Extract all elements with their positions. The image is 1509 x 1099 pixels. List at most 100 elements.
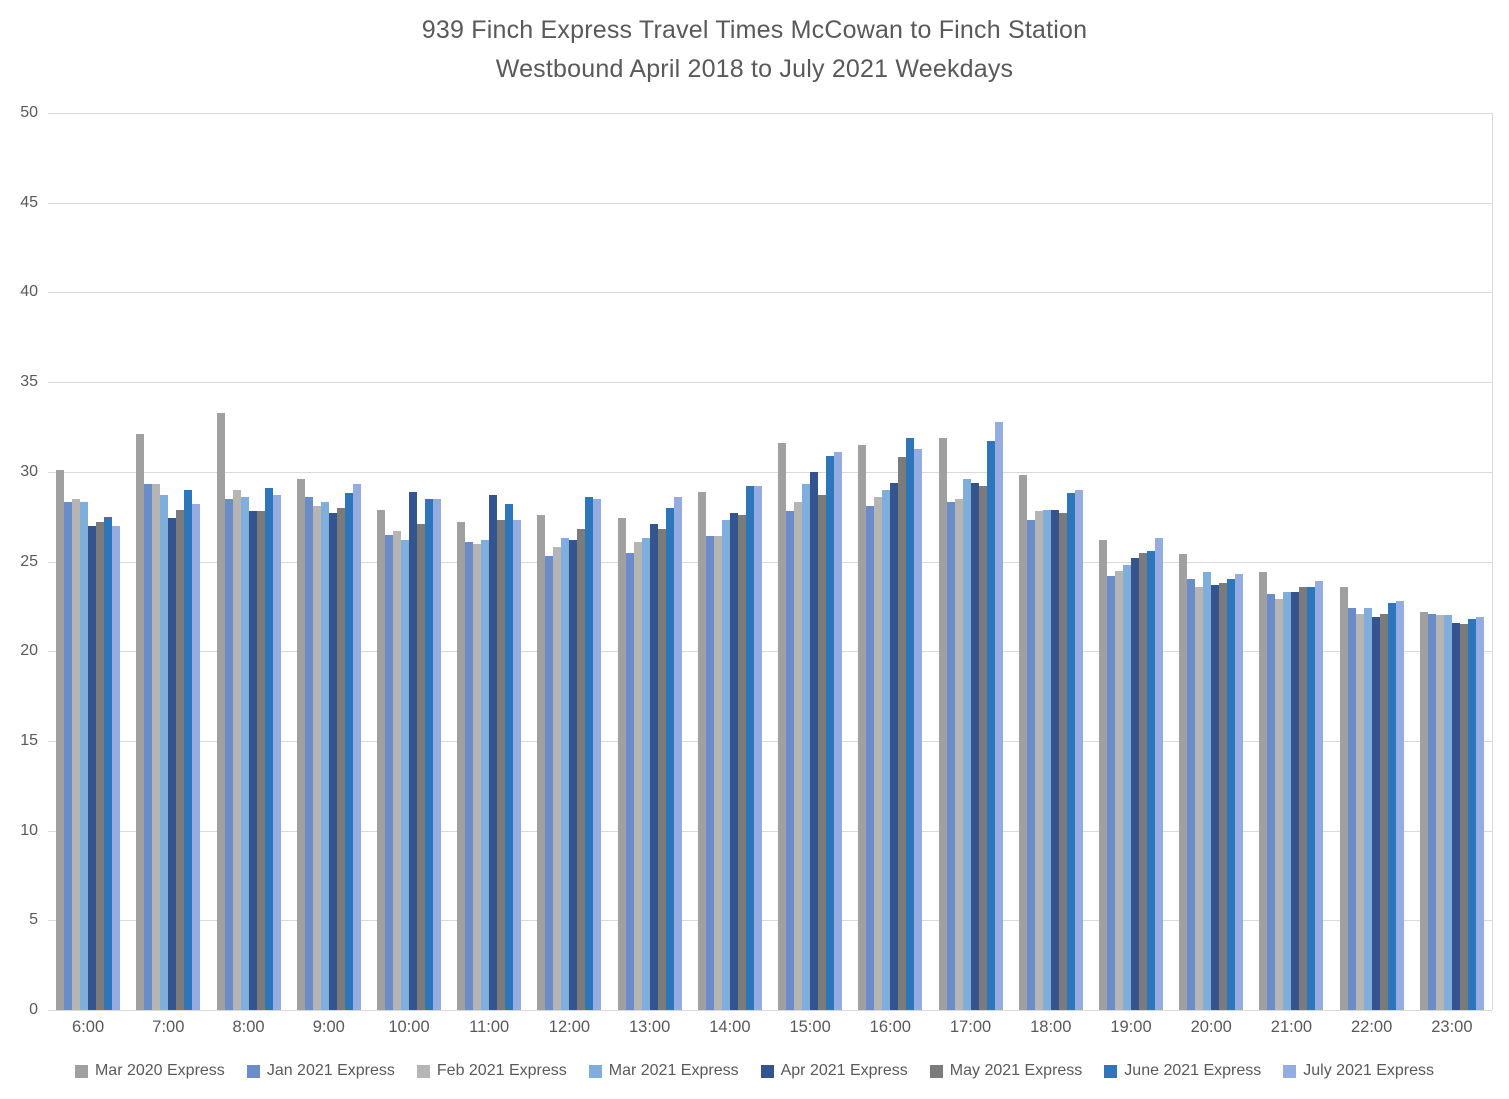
bar-feb-2021-express-13:00 [633, 541, 642, 1010]
chart-title-line-2: Westbound April 2018 to July 2021 Weekda… [495, 55, 1014, 83]
bar-feb-2021-express-8:00 [232, 489, 241, 1010]
legend-swatch-icon [588, 1064, 602, 1078]
gridline-40 [48, 292, 1492, 293]
bar-may-2021-express-10:00 [416, 523, 425, 1010]
bar-june-2021-express-19:00 [1146, 550, 1155, 1010]
bar-group-8:00 [208, 113, 288, 1010]
x-tick-label-18:00: 18:00 [1030, 1018, 1072, 1036]
bar-mar-2020-express-15:00 [778, 443, 787, 1010]
bar-may-2021-express-12:00 [577, 529, 586, 1010]
bar-july-2021-express-20:00 [1235, 574, 1244, 1010]
bar-feb-2021-express-9:00 [312, 505, 321, 1010]
bar-june-2021-express-9:00 [344, 493, 353, 1010]
x-tick-label-16:00: 16:00 [869, 1018, 911, 1036]
bar-july-2021-express-6:00 [112, 525, 121, 1010]
gridline-15 [48, 741, 1492, 742]
bar-july-2021-express-11:00 [513, 520, 522, 1010]
bar-mar-2021-express-9:00 [320, 502, 329, 1010]
bar-jan-2021-express-9:00 [304, 496, 313, 1010]
bar-july-2021-express-22:00 [1395, 601, 1404, 1010]
legend-swatch-icon [416, 1064, 430, 1078]
bar-apr-2021-express-17:00 [970, 482, 979, 1010]
bar-mar-2020-express-19:00 [1098, 540, 1107, 1010]
bar-apr-2021-express-23:00 [1451, 622, 1460, 1010]
legend-label: Feb 2021 Express [436, 1062, 567, 1079]
bar-feb-2021-express-12:00 [553, 547, 562, 1010]
bar-mar-2020-express-23:00 [1419, 611, 1428, 1010]
bar-group-16:00 [850, 113, 930, 1010]
y-tick-label-40: 40 [20, 283, 38, 301]
bar-may-2021-express-18:00 [1058, 513, 1067, 1010]
bar-group-12:00 [529, 113, 609, 1010]
legend-item-july-2021-express: July 2021 Express [1283, 1062, 1434, 1080]
bar-group-6:00 [48, 113, 128, 1010]
bar-feb-2021-express-14:00 [713, 536, 722, 1010]
bar-june-2021-express-18:00 [1066, 493, 1075, 1010]
bar-mar-2020-express-9:00 [296, 479, 305, 1010]
bar-mar-2021-express-22:00 [1363, 608, 1372, 1010]
bar-group-15:00 [770, 113, 850, 1010]
bar-jan-2021-express-22:00 [1347, 608, 1356, 1010]
x-tick-label-13:00: 13:00 [629, 1018, 671, 1036]
bar-mar-2021-express-11:00 [481, 540, 490, 1010]
bar-may-2021-express-16:00 [898, 457, 907, 1010]
gridline-20 [48, 651, 1492, 652]
bar-mar-2020-express-20:00 [1179, 554, 1188, 1010]
bar-group-21:00 [1251, 113, 1331, 1010]
legend-label: June 2021 Express [1124, 1062, 1262, 1079]
bar-may-2021-express-21:00 [1299, 586, 1308, 1010]
bar-mar-2020-express-22:00 [1339, 586, 1348, 1010]
bar-jan-2021-express-7:00 [144, 484, 153, 1010]
bar-mar-2021-express-15:00 [802, 484, 811, 1010]
x-tick-label-23:00: 23:00 [1431, 1018, 1473, 1036]
legend-item-apr-2021-express: Apr 2021 Express [760, 1062, 908, 1080]
y-tick-label-35: 35 [20, 373, 38, 391]
bar-jan-2021-express-11:00 [465, 541, 474, 1010]
bar-may-2021-express-17:00 [978, 486, 987, 1010]
bar-feb-2021-express-15:00 [794, 502, 803, 1010]
legend-item-june-2021-express: June 2021 Express [1104, 1062, 1261, 1080]
gridline-30 [48, 472, 1492, 473]
legend-item-mar-2021-express: Mar 2021 Express [588, 1062, 739, 1080]
bar-june-2021-express-23:00 [1467, 618, 1476, 1010]
bar-apr-2021-express-21:00 [1291, 592, 1300, 1010]
bar-may-2021-express-15:00 [818, 495, 827, 1010]
legend-label: Jan 2021 Express [266, 1062, 395, 1079]
x-tick-label-7:00: 7:00 [152, 1018, 185, 1036]
x-tick-label-22:00: 22:00 [1351, 1018, 1393, 1036]
bar-feb-2021-express-16:00 [874, 496, 883, 1010]
bar-july-2021-express-13:00 [673, 496, 682, 1010]
bar-apr-2021-express-16:00 [890, 482, 899, 1010]
bar-july-2021-express-21:00 [1315, 581, 1324, 1010]
bar-jan-2021-express-19:00 [1106, 575, 1115, 1010]
bar-june-2021-express-10:00 [424, 498, 433, 1010]
legend-item-may-2021-express: May 2021 Express [929, 1062, 1082, 1080]
bar-apr-2021-express-20:00 [1211, 584, 1220, 1010]
legend-swatch-icon [74, 1064, 88, 1078]
plot-area [48, 113, 1493, 1011]
bar-jan-2021-express-15:00 [786, 511, 795, 1010]
y-tick-label-30: 30 [20, 462, 38, 480]
bar-group-18:00 [1011, 113, 1091, 1010]
bar-may-2021-express-9:00 [336, 507, 345, 1010]
bar-apr-2021-express-15:00 [810, 471, 819, 1010]
bar-may-2021-express-14:00 [737, 514, 746, 1010]
bar-mar-2021-express-17:00 [962, 479, 971, 1010]
bar-group-22:00 [1332, 113, 1412, 1010]
bar-group-23:00 [1412, 113, 1492, 1010]
bar-feb-2021-express-20:00 [1195, 586, 1204, 1010]
gridline-25 [48, 562, 1492, 563]
bar-apr-2021-express-19:00 [1130, 557, 1139, 1010]
bar-jan-2021-express-23:00 [1427, 613, 1436, 1010]
bar-mar-2020-express-12:00 [537, 514, 546, 1010]
bar-jan-2021-express-8:00 [224, 498, 233, 1010]
x-tick-label-11:00: 11:00 [469, 1018, 510, 1036]
bar-apr-2021-express-6:00 [88, 525, 97, 1010]
y-tick-label-0: 0 [29, 1001, 38, 1018]
chart-title-line-1: 939 Finch Express Travel Times McCowan t… [421, 16, 1088, 44]
bar-june-2021-express-11:00 [505, 504, 514, 1010]
bar-mar-2021-express-23:00 [1443, 615, 1452, 1010]
bar-mar-2021-express-14:00 [721, 520, 730, 1010]
bar-feb-2021-express-22:00 [1355, 613, 1364, 1010]
bar-group-19:00 [1091, 113, 1171, 1010]
